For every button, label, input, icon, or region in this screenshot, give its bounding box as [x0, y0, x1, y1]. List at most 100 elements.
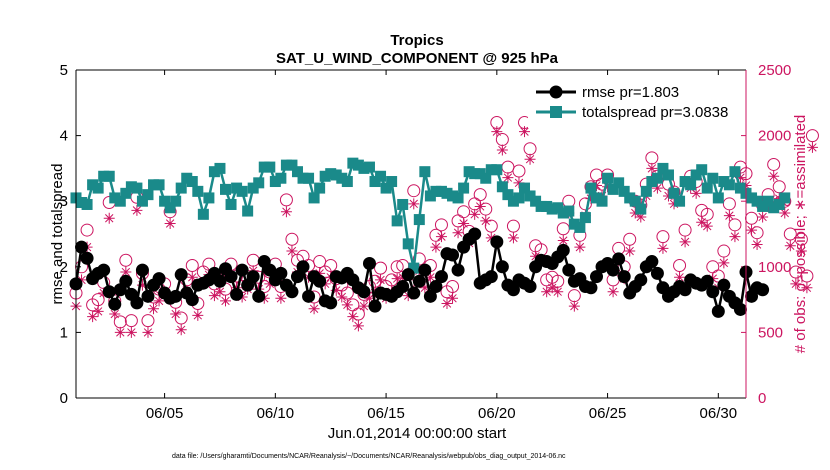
obs-assimilated-point	[607, 286, 619, 298]
x-tick-label: 06/10	[257, 405, 295, 422]
totalspread-point	[707, 172, 719, 184]
rmse-point	[213, 274, 227, 288]
rmse-point	[645, 255, 659, 269]
rmse-point	[700, 274, 714, 288]
obs-assimilated-point	[546, 282, 558, 294]
totalspread-point	[369, 176, 381, 188]
obs-possible-point	[80, 223, 94, 237]
obs-assimilated-point	[806, 141, 818, 153]
totalspread-point	[192, 185, 204, 197]
totalspread-point	[142, 189, 154, 201]
totalspread-point	[325, 168, 337, 180]
y-left-tick-label: 1	[60, 324, 68, 341]
obs-assimilated-point	[651, 182, 663, 194]
y-left-tick-label: 2	[60, 259, 68, 276]
rmse-point	[357, 285, 371, 299]
totalspread-point	[535, 200, 547, 212]
totalspread-point	[646, 176, 658, 188]
totalspread-point	[541, 200, 553, 212]
totalspread-point	[186, 176, 198, 188]
totalspread-point	[618, 185, 630, 197]
rmse-point	[634, 273, 648, 287]
obs-assimilated-point	[125, 326, 137, 338]
totalspread-point	[258, 161, 270, 173]
obs-assimilated-point	[286, 245, 298, 257]
totalspread-point	[231, 182, 243, 194]
rmse-point	[263, 263, 277, 277]
totalspread-point	[181, 172, 193, 184]
obs-possible-point	[772, 180, 786, 194]
rmse-point	[108, 297, 122, 311]
obs-assimilated-point	[347, 311, 359, 323]
totalspread-point	[668, 187, 680, 199]
obs-possible-point	[745, 211, 759, 225]
totalspread-point	[397, 198, 409, 210]
rmse-point	[706, 285, 720, 299]
totalspread-point	[225, 198, 237, 210]
totalspread-point	[275, 172, 287, 184]
totalspread-point	[712, 192, 724, 204]
totalspread-point	[269, 176, 281, 188]
totalspread-point	[635, 203, 647, 215]
legend-spread-label: totalspread pr=3.0838	[582, 104, 728, 121]
obs-possible-point	[390, 260, 404, 274]
obs-assimilated-point	[120, 266, 132, 278]
totalspread-point	[297, 172, 309, 184]
obs-assimilated-point	[391, 273, 403, 285]
obs-assimilated-point	[142, 326, 154, 338]
obs-possible-point	[119, 253, 133, 267]
obs-possible-point	[412, 252, 426, 266]
rmse-point	[296, 260, 310, 274]
y-right-tick-label: 0	[758, 390, 766, 407]
totalspread-point	[336, 172, 348, 184]
rmse-point	[274, 266, 288, 280]
totalspread-point	[170, 195, 182, 207]
obs-assimilated-point	[424, 271, 436, 283]
rmse-point	[396, 279, 410, 293]
obs-assimilated-point	[336, 291, 348, 303]
obs-assimilated-point	[192, 309, 204, 321]
obs-assimilated-point	[513, 177, 525, 189]
totalspread-point	[148, 179, 160, 191]
rmse-point	[490, 235, 504, 249]
obs-assimilated-point	[136, 279, 148, 291]
obs-assimilated-point	[718, 257, 730, 269]
totalspread-point	[762, 195, 774, 207]
obs-assimilated-point	[662, 190, 674, 202]
obs-assimilated-point	[103, 212, 115, 224]
obs-possible-point	[285, 232, 299, 246]
obs-assimilated-point	[469, 208, 481, 220]
obs-assimilated-point	[87, 311, 99, 323]
totalspread-point	[103, 170, 115, 182]
totalspread-point	[280, 159, 292, 171]
legend-box	[528, 78, 738, 128]
obs-assimilated-point	[280, 206, 292, 218]
rmse-point	[451, 263, 465, 277]
totalspread-point	[87, 179, 99, 191]
rmse-point	[368, 299, 382, 313]
totalspread-point	[220, 183, 232, 195]
totalspread-point	[402, 238, 414, 250]
totalspread-point	[513, 192, 525, 204]
y-left-tick-label: 0	[60, 390, 68, 407]
totalspread-point	[779, 192, 791, 204]
obs-assimilated-point	[557, 235, 569, 247]
obs-assimilated-point	[496, 144, 508, 156]
obs-assimilated-point	[330, 284, 342, 296]
obs-assimilated-point	[148, 303, 160, 315]
totalspread-point	[458, 182, 470, 194]
y-left-tick-label: 5	[60, 62, 68, 79]
totalspread-point	[590, 192, 602, 204]
obs-assimilated-point	[419, 282, 431, 294]
rmse-point	[135, 263, 149, 277]
totalspread-point	[474, 168, 486, 180]
obs-assimilated-point	[502, 172, 514, 184]
totalspread-point	[530, 195, 542, 207]
obs-possible-point	[91, 293, 105, 307]
obs-assimilated-point	[264, 278, 276, 290]
rmse-point	[362, 257, 376, 271]
obs-assimilated-point	[519, 126, 531, 138]
obs-assimilated-point	[435, 231, 447, 243]
obs-assimilated-point	[153, 295, 165, 307]
obs-assimilated-point	[375, 274, 387, 286]
